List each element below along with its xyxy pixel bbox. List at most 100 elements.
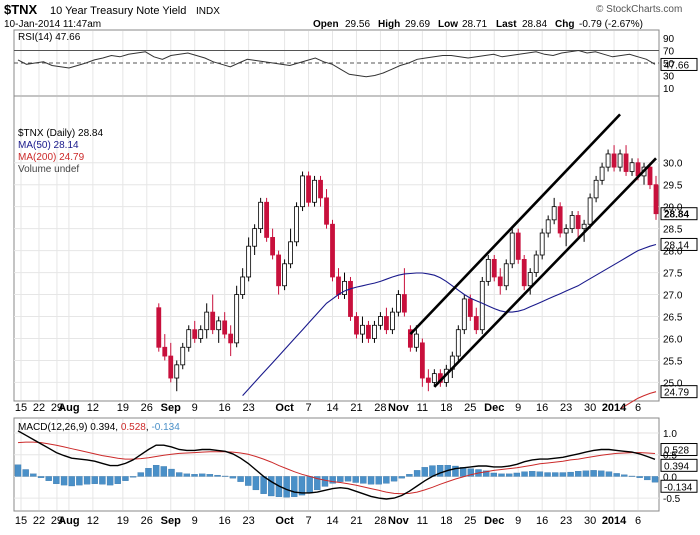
candle-body <box>186 329 192 348</box>
candle-body <box>384 316 389 331</box>
candle-body <box>545 219 551 234</box>
macd-hist-bar <box>122 476 129 481</box>
candle-body <box>581 223 587 230</box>
candle-body <box>533 254 539 273</box>
macd-hist-bar <box>183 473 191 477</box>
macd-hist-bar <box>91 476 98 484</box>
macd-hist-bar <box>222 475 229 477</box>
candle-body <box>336 276 341 295</box>
low-value: 28.71 <box>462 19 487 30</box>
macd-hist-bar <box>314 476 321 491</box>
macd-hist-bar <box>582 470 590 477</box>
x-tick-label: 23 <box>243 515 255 527</box>
macd-hist-bar <box>482 470 490 477</box>
rsi-line <box>17 49 656 78</box>
macd-hist-bar <box>575 471 582 477</box>
candle-body <box>300 175 305 208</box>
candle-body <box>216 320 222 331</box>
macd-hist-bar <box>76 476 83 486</box>
macd-hist-bar <box>590 470 597 477</box>
macd-hist-bar <box>390 476 398 482</box>
x-tick-label: 22 <box>33 515 45 527</box>
datetime: 10-Jan-2014 11:47am <box>4 19 101 30</box>
macd-hist-bar <box>99 476 106 485</box>
macd-hist-bar <box>106 476 114 486</box>
macd-hist-bar <box>521 471 528 477</box>
macd-hist-bar <box>452 465 459 477</box>
x-tick-label: 21 <box>350 402 362 414</box>
x-tick-label: 12 <box>87 515 99 527</box>
macd-hist-bar <box>467 468 474 477</box>
last-price-tag: 28.84 <box>664 210 689 221</box>
open-label: Open <box>313 19 339 30</box>
candle-body <box>306 175 311 203</box>
macd-hist-bar <box>559 472 567 477</box>
macd-hist-bar <box>245 476 252 486</box>
macd-hist-bar <box>68 476 75 487</box>
macd-plot: 0.528 0.394 -0.134 <box>14 430 698 500</box>
x-tick-label: 6 <box>635 515 641 527</box>
rsi-legend: RSI(14) 47.66 <box>18 32 81 43</box>
price-plot: 28.84 28.14 24.79 <box>156 113 698 410</box>
candle-body <box>252 228 258 247</box>
candle-body <box>413 333 419 348</box>
grid-lines <box>14 31 659 510</box>
price-y-tick: 29.5 <box>663 181 683 192</box>
macd-hist-bar <box>199 473 206 477</box>
x-tick-label: 9 <box>192 515 198 527</box>
candle-body <box>312 179 317 203</box>
candle-body <box>527 272 533 287</box>
macd-legend-signal: 0.528 <box>121 422 146 433</box>
candle-body <box>539 232 545 256</box>
macd-y-tick: 1.0 <box>663 429 677 440</box>
watermark: © StockCharts.com <box>596 4 682 15</box>
macd-hist-bar <box>536 471 544 477</box>
x-tick-label: 28 <box>374 402 386 414</box>
candle-body <box>605 153 611 168</box>
candle-body <box>378 316 383 326</box>
x-tick-label: 16 <box>536 515 548 527</box>
x-tick-label: 15 <box>15 515 27 527</box>
candle-body <box>324 197 329 225</box>
candle-body <box>521 258 527 287</box>
macd-hist-bar <box>252 476 260 491</box>
x-tick-label: 18 <box>440 515 452 527</box>
macd-legend-macd: 0.394 <box>90 422 115 433</box>
x-tick-label: 9 <box>515 515 521 527</box>
macd-value-tag: 0.394 <box>664 461 689 472</box>
macd-hist-bar <box>30 473 37 477</box>
candle-body <box>162 346 168 357</box>
candle-body <box>623 153 629 172</box>
macd-hist-bar <box>621 474 628 477</box>
x-tick-label: Aug <box>58 402 79 414</box>
candle-body <box>366 324 371 339</box>
macd-hist-bar <box>45 476 52 481</box>
candle-body <box>485 258 491 282</box>
candle-body <box>509 232 515 265</box>
macd-legend: MACD(12,26,9) 0.394, 0.528, -0.134 <box>18 422 180 433</box>
x-tick-label: 28 <box>374 515 386 527</box>
macd-value-tag-box <box>660 458 698 472</box>
x-tick-label: 7 <box>305 515 311 527</box>
macd-hist-bar <box>498 473 505 477</box>
macd-hist-bar <box>613 473 620 477</box>
x-tick-label: 16 <box>219 515 231 527</box>
macd-hist-bar <box>260 476 267 494</box>
macd-hist-bar <box>321 476 329 487</box>
candle-body <box>204 311 210 331</box>
ma50-line <box>242 243 657 396</box>
x-tick-label: 23 <box>243 402 255 414</box>
candle-body <box>390 311 395 331</box>
macd-hist-bar <box>129 476 137 478</box>
macd-y-tick: 0.0 <box>663 472 677 483</box>
x-tick-label: 25 <box>464 515 476 527</box>
x-tick-label: 16 <box>219 402 231 414</box>
rsi-y-tick: 90 <box>663 34 675 45</box>
macd-hist-bar <box>367 476 375 485</box>
candle-body <box>653 184 659 215</box>
x-tick-label: 19 <box>117 402 129 414</box>
macd-hist-bar <box>83 476 91 485</box>
high-value: 29.69 <box>405 19 430 30</box>
